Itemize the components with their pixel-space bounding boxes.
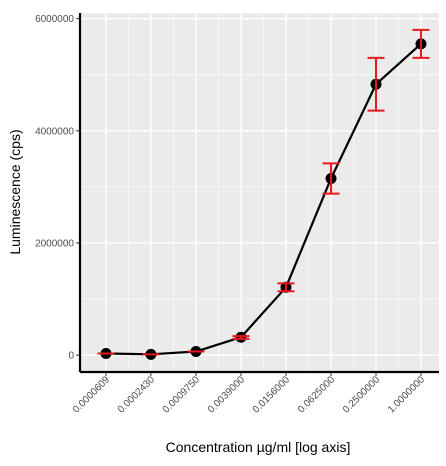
error-bar [277, 282, 295, 293]
y-tick-label: 2000000 [35, 238, 74, 249]
y-tick-label: 6000000 [35, 14, 74, 25]
y-axis-title: Luminescence (cps) [7, 129, 23, 254]
x-axis-title: Concentration µg/ml [log axis] [166, 439, 351, 455]
error-bar [322, 162, 340, 195]
y-tick-label: 0 [68, 351, 74, 362]
y-tick-label: 4000000 [35, 126, 74, 137]
data-layer [97, 28, 430, 360]
error-bar [367, 56, 385, 112]
error-bar [412, 28, 430, 59]
error-bar [232, 335, 250, 340]
axes [76, 13, 439, 376]
plot-panel [80, 13, 439, 372]
